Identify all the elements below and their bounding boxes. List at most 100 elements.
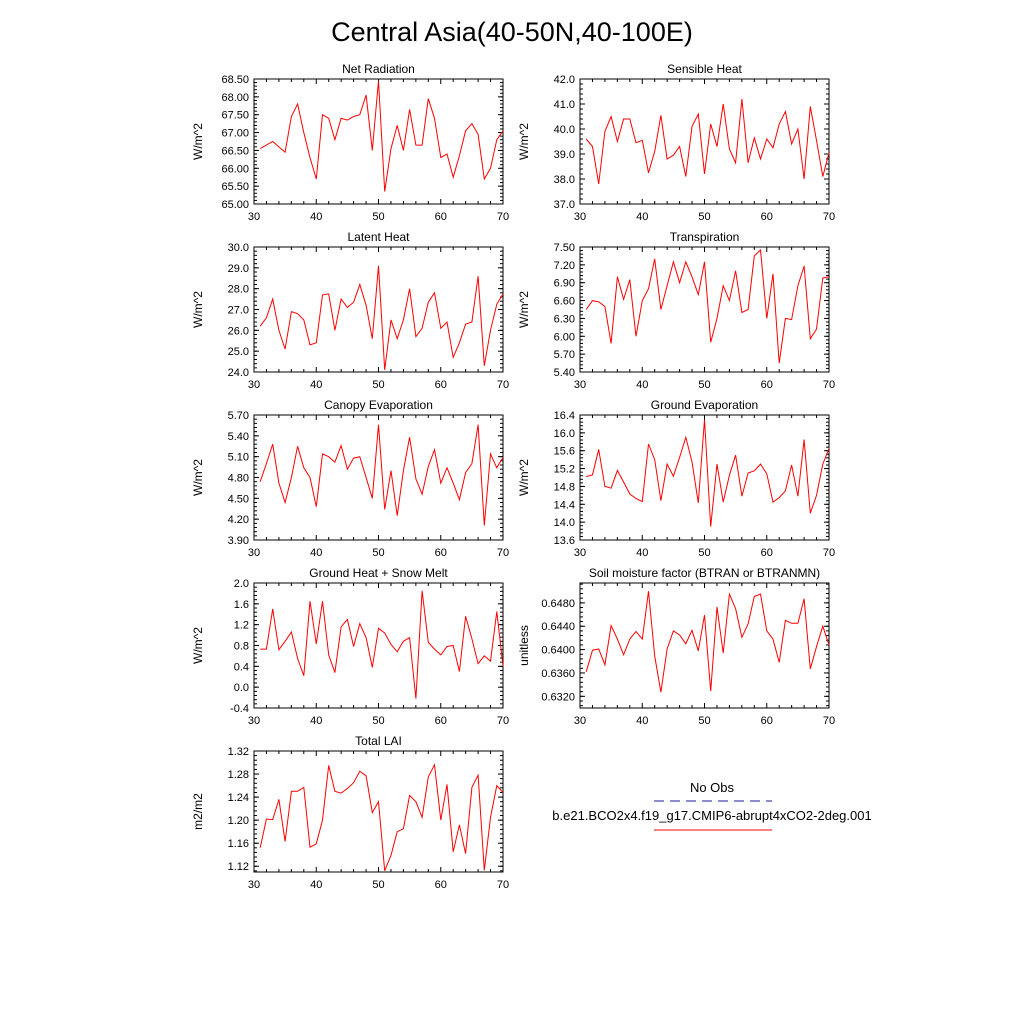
panel-title: Ground Heat + Snow Melt: [309, 566, 448, 580]
y-tick-label: -0.4: [230, 703, 249, 715]
y-tick-label: 40.0: [554, 124, 575, 136]
y-tick-label: 0.6480: [541, 598, 575, 610]
x-tick-label: 30: [574, 715, 586, 727]
y-tick-label: 5.40: [228, 431, 249, 443]
panel-title: Canopy Evaporation: [324, 398, 433, 412]
plot-frame: [579, 414, 830, 541]
y-tick-label: 38.0: [554, 174, 575, 186]
y-tick-label: 28.0: [228, 284, 249, 296]
y-tick-label: 0.0: [234, 682, 249, 694]
panel-title: Sensible Heat: [667, 62, 742, 76]
panel-title: Transpiration: [670, 230, 740, 244]
y-tick-label: 1.24: [228, 792, 249, 804]
series-line: [585, 98, 830, 185]
plot-frame: [253, 750, 504, 873]
panel-title: Ground Evaporation: [651, 398, 758, 412]
x-tick-label: 70: [823, 547, 835, 559]
panel-6: Ground Evaporation W/m^2 30 40 50 60 70 13.6 14.…: [517, 398, 835, 559]
y-axis-label: W/m^2: [191, 459, 205, 496]
x-tick-label: 30: [574, 211, 586, 223]
y-tick-label: 68.00: [221, 92, 249, 104]
y-tick-label: 68.50: [221, 74, 249, 86]
series-line: [259, 265, 504, 370]
x-tick-label: 40: [636, 715, 648, 727]
y-tick-label: 16.4: [554, 410, 575, 422]
y-tick-label: 1.2: [234, 620, 249, 632]
x-tick-label: 50: [372, 547, 384, 559]
y-tick-label: 1.28: [228, 769, 249, 781]
panel-3: Latent Heat W/m^2 30 40 50 60 70 24.0 25.0 26.0 27…: [191, 230, 509, 391]
x-tick-label: 50: [698, 211, 710, 223]
y-tick-label: 15.6: [554, 446, 575, 458]
y-tick-label: 1.20: [228, 815, 249, 827]
plot-frame: [253, 78, 504, 205]
panel-7: Ground Heat + Snow Melt W/m^2 30 40 50 60 70 -0…: [191, 566, 509, 727]
y-tick-label: 0.6400: [541, 645, 575, 657]
y-tick-label: 4.80: [228, 473, 249, 485]
y-tick-label: 25.0: [228, 346, 249, 358]
panel-title: Latent Heat: [347, 230, 410, 244]
x-tick-label: 70: [497, 547, 509, 559]
x-tick-label: 30: [248, 211, 260, 223]
x-tick-label: 40: [310, 379, 322, 391]
x-tick-label: 30: [248, 879, 260, 891]
panel-4: Transpiration W/m^2 30 40 50 60 70 5.40 5.70 6.00…: [517, 230, 835, 391]
panel-5: Canopy Evaporation W/m^2 30 40 50 60 70 3.90 4.2…: [191, 398, 509, 559]
x-tick-label: 60: [435, 211, 447, 223]
y-tick-label: 6.90: [554, 278, 575, 290]
x-tick-label: 70: [823, 211, 835, 223]
y-tick-label: 1.12: [228, 861, 249, 873]
y-tick-label: 0.6360: [541, 668, 575, 680]
y-axis-label: W/m^2: [517, 459, 531, 496]
y-axis-label: m2/m2: [191, 793, 205, 830]
y-tick-label: 26.0: [228, 325, 249, 337]
y-tick-label: 6.60: [554, 296, 575, 308]
y-tick-label: 14.8: [554, 481, 575, 493]
x-tick-label: 50: [372, 211, 384, 223]
panel-2: Sensible Heat W/m^2 30 40 50 60 70 37.0 38.0 39.0…: [517, 62, 835, 223]
y-tick-label: 5.10: [228, 452, 249, 464]
y-tick-label: 1.16: [228, 838, 249, 850]
x-tick-label: 30: [248, 379, 260, 391]
series-line: [259, 424, 504, 526]
x-tick-label: 50: [698, 547, 710, 559]
y-axis-label: W/m^2: [517, 123, 531, 160]
y-axis-label: unitless: [517, 625, 531, 666]
y-tick-label: 3.90: [228, 535, 249, 547]
y-tick-label: 1.32: [228, 746, 249, 758]
y-tick-label: 0.4: [234, 661, 249, 673]
x-tick-label: 50: [698, 379, 710, 391]
series-line: [260, 590, 504, 699]
x-tick-label: 60: [435, 715, 447, 727]
series-line: [259, 763, 504, 871]
y-axis-label: W/m^2: [191, 123, 205, 160]
x-tick-label: 50: [698, 715, 710, 727]
y-tick-label: 6.00: [554, 331, 575, 343]
x-tick-label: 40: [310, 211, 322, 223]
x-tick-label: 30: [248, 547, 260, 559]
y-tick-label: 5.40: [554, 367, 575, 379]
x-tick-label: 40: [636, 211, 648, 223]
y-tick-label: 41.0: [554, 99, 575, 111]
panel-1: Net Radiation W/m^2 30 40 50 60 70 65.00 65.50 66…: [191, 62, 509, 223]
y-tick-label: 5.70: [554, 349, 575, 361]
y-tick-label: 67.50: [221, 110, 249, 122]
plot-frame: [579, 582, 830, 709]
y-tick-label: 0.6440: [541, 621, 575, 633]
x-tick-label: 70: [823, 715, 835, 727]
plot-frame: [253, 246, 504, 373]
plot-frame: [253, 582, 504, 709]
x-tick-label: 70: [823, 379, 835, 391]
y-tick-label: 4.50: [228, 493, 249, 505]
series-line: [585, 248, 830, 364]
legend-model-label: b.e21.BCO2x4.f19_g17.CMIP6-abrupt4xCO2-2…: [552, 808, 871, 823]
x-tick-label: 50: [372, 879, 384, 891]
y-tick-label: 66.50: [221, 145, 249, 157]
x-tick-label: 60: [435, 379, 447, 391]
x-tick-label: 60: [761, 547, 773, 559]
y-tick-label: 4.20: [228, 514, 249, 526]
x-tick-label: 40: [636, 379, 648, 391]
x-tick-label: 50: [372, 715, 384, 727]
y-tick-label: 67.00: [221, 128, 249, 140]
